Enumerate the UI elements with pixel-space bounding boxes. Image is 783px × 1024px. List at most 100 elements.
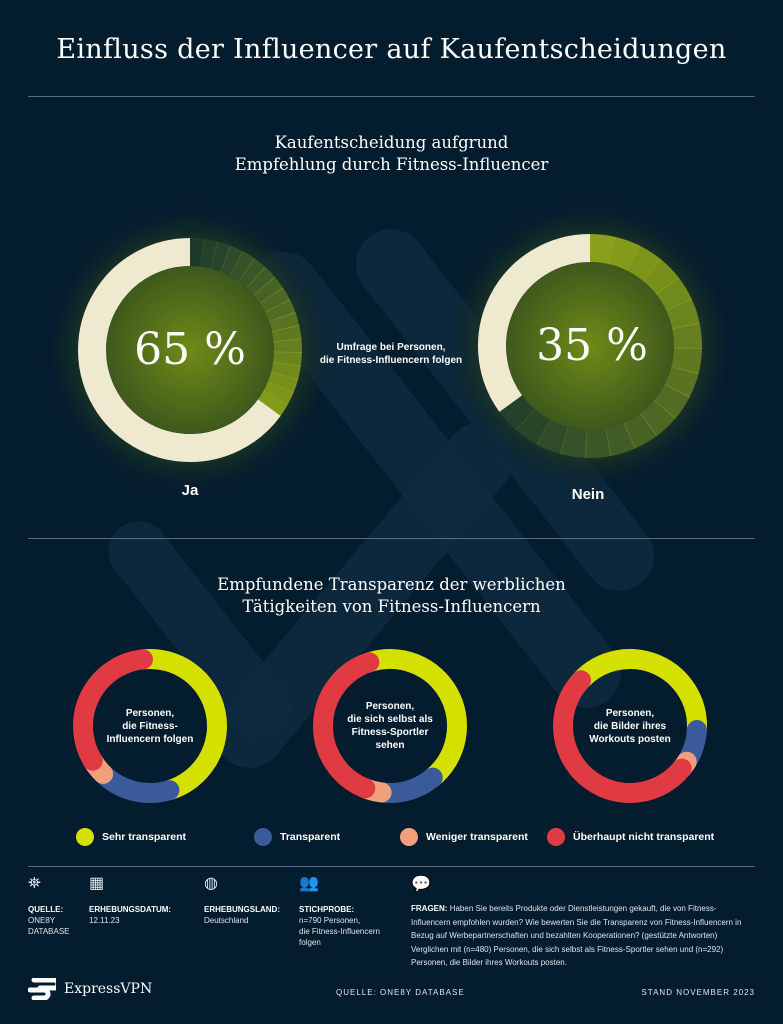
meta-source-value: DATABASE xyxy=(28,927,70,936)
donut-remainder-segment xyxy=(498,394,536,431)
speech-bubbles-icon: 💬 xyxy=(411,876,431,893)
donut-remainder-segment xyxy=(219,245,244,277)
map-pin-icon: ⛯ xyxy=(28,875,41,892)
legend-item-weniger-transparent: Weniger transparent xyxy=(400,828,528,846)
donut-remainder-segment xyxy=(253,276,284,304)
meta-source: ⛯ QUELLE: ONE8Y DATABASE xyxy=(28,875,70,937)
donut-remainder-segment xyxy=(257,390,288,417)
meta-country-value: Deutschland xyxy=(204,916,249,925)
donut-remainder-segment xyxy=(655,277,692,312)
donut-center-label-line: die Fitness- xyxy=(122,720,178,732)
meta-country: ◍ ERHEBUNGSLAND: Deutschland xyxy=(204,875,280,926)
donut-remainder-segment xyxy=(515,408,551,445)
donut-remainder-segment xyxy=(210,241,232,272)
meta-date-label: ERHEBUNGSDATUM: xyxy=(89,905,172,914)
nein-value: 35 % xyxy=(536,320,648,371)
meta-questions: 💬 FRAGEN: Haben Sie bereits Produkte ode… xyxy=(411,876,756,970)
expressvpn-logo-icon xyxy=(28,978,56,1000)
donut-center-label-line: Fitness-Sportler xyxy=(351,727,429,738)
donut-remainder-segment xyxy=(200,238,219,269)
donut-segment-überhaupt-nicht-transparent xyxy=(553,670,692,803)
expressvpn-logo: ExpressVPN xyxy=(28,978,152,1000)
donut-remainder-segment xyxy=(608,236,640,271)
donut-center-label-line: Personen, xyxy=(365,701,415,712)
donut-center-label-line: sehen xyxy=(375,740,405,751)
donut-segment-sehr-transparent xyxy=(570,649,707,740)
section2-title: Empfundene Transparenz der werblichen Tä… xyxy=(0,574,783,618)
ja-value: 65 % xyxy=(134,324,246,375)
legend-item-transparent: Transparent xyxy=(254,828,340,846)
legend-swatch xyxy=(400,828,418,846)
legend-label: Weniger transparent xyxy=(426,831,528,843)
page-title: Einfluss der Influencer auf Kaufentschei… xyxy=(56,34,727,65)
donut-remainder-segment xyxy=(642,258,679,296)
divider xyxy=(28,538,755,539)
donut-remainder-segment xyxy=(536,419,569,455)
donut-remainder-segment xyxy=(626,245,662,282)
donut-value-arc-ja xyxy=(78,238,281,462)
donut-remainder-segment xyxy=(639,399,676,437)
footer-source: QUELLE: ONE8Y DATABASE xyxy=(336,988,465,997)
meta-questions-text: Haben Sie bereits Produkte oder Dienstle… xyxy=(411,904,742,967)
donut-segment-überhaupt-nicht-transparent xyxy=(313,652,380,799)
section1-title-line2: Empfehlung durch Fitness-Influencer xyxy=(234,155,549,174)
donut-center-label-line: die sich selbst als xyxy=(347,714,433,725)
section1-title-line1: Kaufentscheidung aufgrund xyxy=(274,133,509,152)
legend-label: Sehr transparent xyxy=(102,831,187,843)
legend-label: Überhaupt nicht transparent xyxy=(573,831,715,843)
donut-remainder-segment xyxy=(229,251,256,282)
donut-center-label-line: Influencern folgen xyxy=(106,733,194,745)
nein-label: Nein xyxy=(571,486,605,503)
donut-center-label-line: Workouts posten xyxy=(589,733,671,745)
meta-sample-label: STICHPROBE: xyxy=(299,905,355,914)
meta-source-value: ONE8Y xyxy=(28,916,56,925)
survey-note: Umfrage bei Personen, die Fitness-Influe… xyxy=(291,341,491,367)
legend-swatch xyxy=(254,828,272,846)
section2-title-line2: Tätigkeiten von Fitness-Influencern xyxy=(242,597,541,616)
donut-remainder-segment xyxy=(189,238,205,267)
survey-note-line1: Umfrage bei Personen, xyxy=(336,342,446,353)
donut-remainder-segment xyxy=(653,383,690,419)
ja-label: Ja xyxy=(181,482,199,499)
donut-segment-überhaupt-nicht-transparent xyxy=(73,649,153,771)
donut-remainder-segment xyxy=(238,258,266,289)
meta-date: ▦ ERHEBUNGSDATUM: 12.11.23 xyxy=(89,875,172,926)
donut-center-label-line: Personen, xyxy=(605,707,655,719)
legend-item-sehr-transparent: Sehr transparent xyxy=(76,828,186,846)
donut-center-label: Personen, die Bilder ihres Workouts posten xyxy=(575,707,685,746)
donut-value-arc-nein xyxy=(478,234,591,412)
donut-remainder-segment xyxy=(560,426,588,458)
donut-center-label: Personen, die Fitness- Influencern folgen xyxy=(95,707,205,746)
divider xyxy=(28,96,755,97)
section1-title: Kaufentscheidung aufgrund Empfehlung dur… xyxy=(0,132,783,176)
meta-questions-label: FRAGEN: xyxy=(411,904,448,913)
divider xyxy=(28,866,755,867)
donut-remainder-segment xyxy=(589,234,617,265)
brand-name: ExpressVPN xyxy=(64,981,153,997)
donut-center-label-line: die Bilder ihres xyxy=(593,720,667,732)
donut-remainder-segment xyxy=(604,422,636,457)
calendar-icon: ▦ xyxy=(89,875,105,892)
donut-center-label-line: Personen, xyxy=(125,707,175,719)
donut-remainder-segment xyxy=(259,287,291,313)
meta-sample-value: folgen xyxy=(299,938,321,947)
donut-remainder-segment xyxy=(585,428,612,458)
donut-segment-transparent xyxy=(93,763,180,803)
legend-item-ueberhaupt-nicht-transparent: Überhaupt nicht transparent xyxy=(547,828,714,846)
donut-remainder-segment xyxy=(246,266,276,296)
donut-center-label: Personen, die sich selbst als Fitness-Spor… xyxy=(335,700,445,752)
donut-segment-sehr-transparent xyxy=(132,649,227,801)
meta-sample-value: n=790 Personen, xyxy=(299,916,361,925)
footer-date: STAND NOVEMBER 2023 xyxy=(641,988,755,997)
people-group-icon: 👥 xyxy=(299,875,319,892)
meta-sample: 👥 STICHPROBE: n=790 Personen, die Fitnes… xyxy=(299,875,380,948)
section2-title-line1: Empfundene Transparenz der werblichen xyxy=(217,575,566,594)
meta-date-value: 12.11.23 xyxy=(89,916,120,925)
donut-remainder-segment xyxy=(664,365,699,398)
donut-remainder-segment xyxy=(623,412,658,449)
legend-swatch xyxy=(547,828,565,846)
donut-remainder-segment xyxy=(263,381,294,406)
meta-country-label: ERHEBUNGSLAND: xyxy=(204,905,280,914)
globe-icon: ◍ xyxy=(204,875,218,892)
